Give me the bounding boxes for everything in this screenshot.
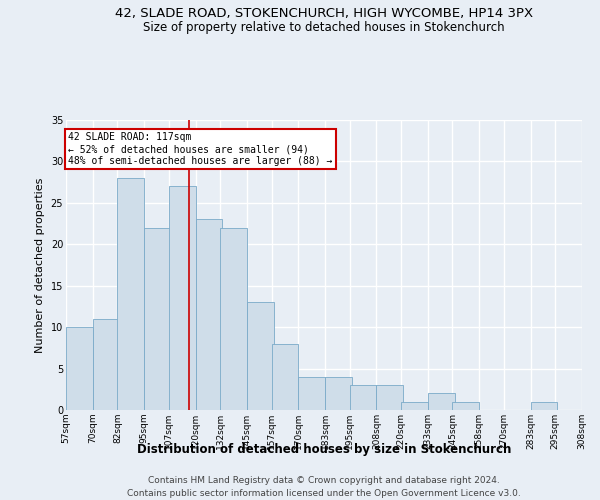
Bar xyxy=(118,178,144,410)
Bar xyxy=(144,228,171,410)
Text: 42 SLADE ROAD: 117sqm
← 52% of detached houses are smaller (94)
48% of semi-deta: 42 SLADE ROAD: 117sqm ← 52% of detached … xyxy=(68,132,332,166)
Bar xyxy=(93,319,119,410)
Bar xyxy=(350,385,376,410)
Text: Size of property relative to detached houses in Stokenchurch: Size of property relative to detached ho… xyxy=(143,22,505,35)
Y-axis label: Number of detached properties: Number of detached properties xyxy=(35,178,45,352)
Bar xyxy=(220,228,247,410)
Bar xyxy=(247,302,274,410)
Bar xyxy=(272,344,298,410)
Bar xyxy=(66,327,93,410)
Bar xyxy=(428,394,455,410)
Bar xyxy=(376,385,403,410)
Bar xyxy=(452,402,479,410)
Bar xyxy=(169,186,196,410)
Bar xyxy=(530,402,557,410)
Bar xyxy=(196,220,222,410)
Text: 42, SLADE ROAD, STOKENCHURCH, HIGH WYCOMBE, HP14 3PX: 42, SLADE ROAD, STOKENCHURCH, HIGH WYCOM… xyxy=(115,8,533,20)
Bar xyxy=(401,402,428,410)
Bar xyxy=(298,377,325,410)
Bar xyxy=(325,377,352,410)
Text: Contains HM Land Registry data © Crown copyright and database right 2024.
Contai: Contains HM Land Registry data © Crown c… xyxy=(127,476,521,498)
Text: Distribution of detached houses by size in Stokenchurch: Distribution of detached houses by size … xyxy=(137,442,511,456)
